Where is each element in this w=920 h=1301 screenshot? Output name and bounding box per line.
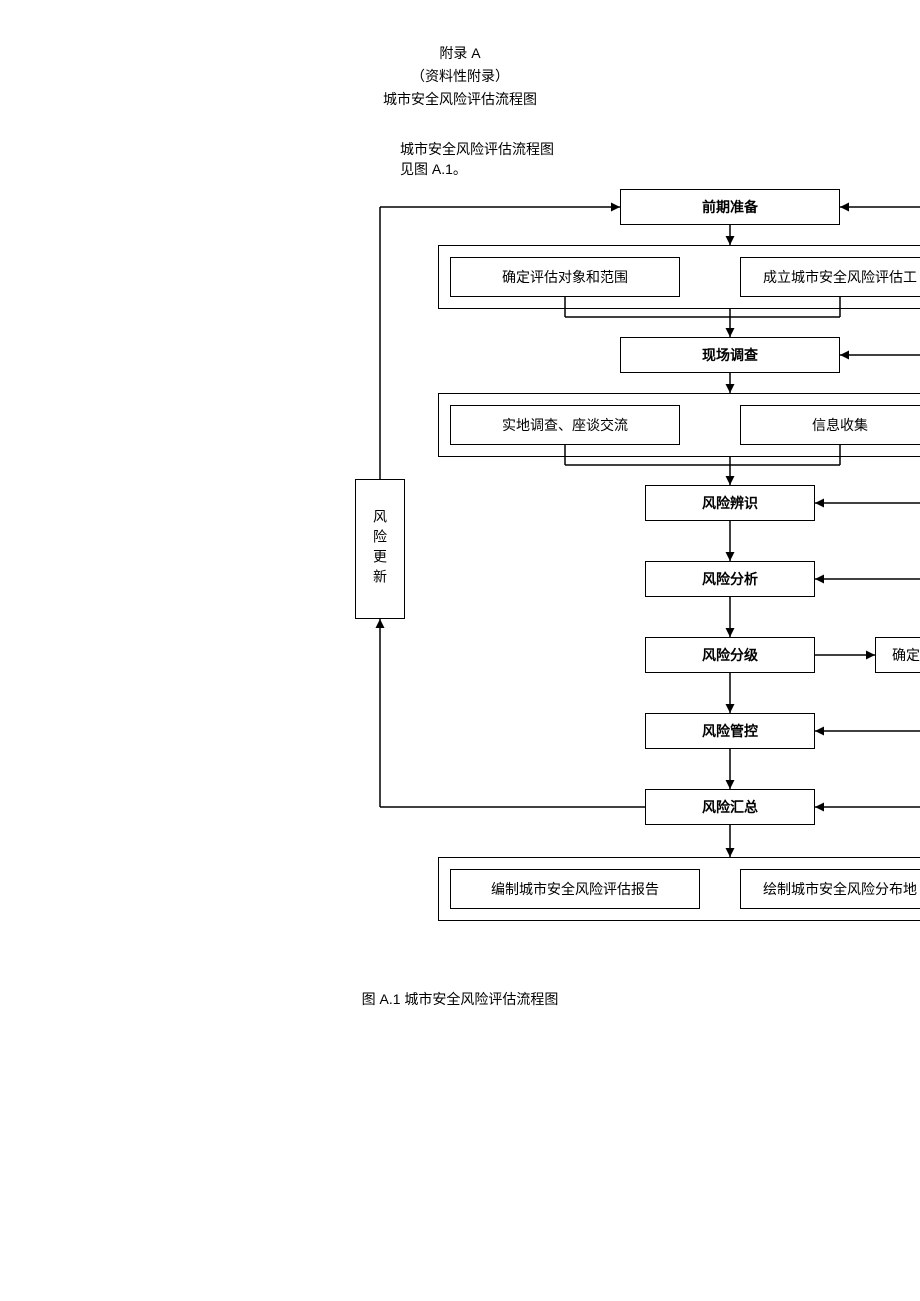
node-survey-sub-a: 实地调查、座谈交流 [450,405,680,445]
node-summary: 风险汇总 [645,789,815,825]
node-survey-sub-b: 信息收集 [740,405,920,445]
node-prep: 前期准备 [620,189,840,225]
flowchart-diagram: 前期准备 确定评估对象和范围 成立城市安全风险评估工 现场调查 实地调查、座谈交… [20,189,900,949]
node-grade: 风险分级 [645,637,815,673]
subheader-line-1: 城市安全风险评估流程图 [400,139,900,159]
node-control: 风险管控 [645,713,815,749]
node-analyze: 风险分析 [645,561,815,597]
header-line-2: （资料性附录） [20,66,900,86]
figure-caption: 图 A.1 城市安全风险评估流程图 [20,989,900,1009]
node-grade-sub: 确定风险 [875,637,920,673]
doc-header: 附录 A （资料性附录） 城市安全风险评估流程图 [20,43,900,109]
subheader: 城市安全风险评估流程图 见图 A.1。 [400,139,900,179]
node-summary-sub-a: 编制城市安全风险评估报告 [450,869,700,909]
node-side-update: 风险更新 [355,479,405,619]
node-prep-sub-b: 成立城市安全风险评估工 [740,257,920,297]
node-survey: 现场调查 [620,337,840,373]
subheader-line-2: 见图 A.1。 [400,159,900,179]
header-line-1: 附录 A [20,43,900,63]
node-summary-sub-b: 绘制城市安全风险分布地 [740,869,920,909]
node-identify: 风险辨识 [645,485,815,521]
node-prep-sub-a: 确定评估对象和范围 [450,257,680,297]
header-line-3: 城市安全风险评估流程图 [20,89,900,109]
